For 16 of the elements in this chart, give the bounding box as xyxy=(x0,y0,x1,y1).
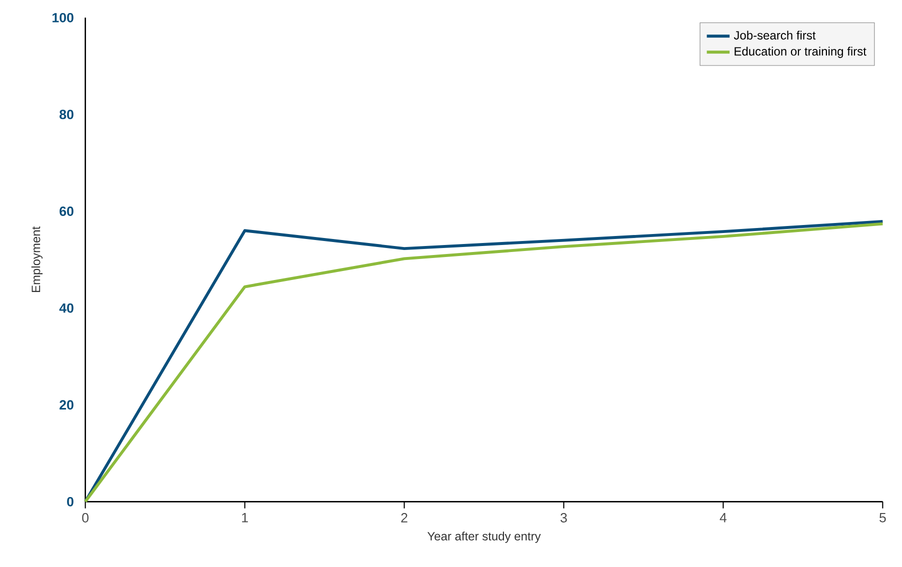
y-axis-title: Employment xyxy=(31,226,43,292)
x-tick-label: 0 xyxy=(82,513,89,522)
y-tick-label: 20 xyxy=(60,400,74,410)
y-tick-label: 0 xyxy=(67,496,74,506)
y-tick-label: 100 xyxy=(52,12,74,22)
y-tick-label: 60 xyxy=(60,206,74,216)
x-axis-title: Year after study entry xyxy=(427,532,541,543)
legend-label: Education or training first xyxy=(734,46,866,58)
x-tick-label: 2 xyxy=(401,513,408,522)
x-tick-label: 1 xyxy=(242,513,248,522)
y-tick-label: 80 xyxy=(60,110,74,120)
x-tick-label: 4 xyxy=(720,513,727,522)
x-tick-label: 3 xyxy=(560,513,567,522)
legend-label: Job-search first xyxy=(734,30,816,40)
y-tick-label: 40 xyxy=(59,303,74,313)
x-tick-label: 5 xyxy=(880,513,886,522)
